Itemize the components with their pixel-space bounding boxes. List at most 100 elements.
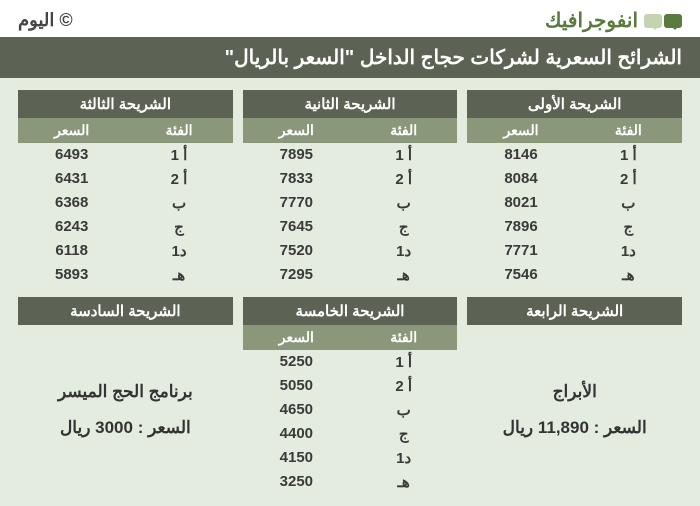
cell-price: 6243 [18,215,125,239]
table-row: أ 27833 [243,167,458,191]
table-row: أ 26431 [18,167,233,191]
table-row: ج4400 [243,422,458,446]
table-row: أ 16493 [18,143,233,167]
table-row: ب7770 [243,191,458,215]
cell-cat: ج [575,215,682,239]
tier-6-body: برنامج الحج الميسر السعر : 3000 ريال [18,325,233,494]
table-row: ب8021 [467,191,682,215]
table-row: هـ7546 [467,263,682,287]
tier-title: الشريحة الرابعة [467,297,682,325]
cell-price: 3250 [243,470,350,494]
cell-price: 8146 [467,143,574,167]
tier-6-panel: الشريحة السادسة برنامج الحج الميسر السعر… [18,297,233,494]
brand-left: © اليوم [18,10,73,31]
tier4-line2: السعر : 11,890 ريال [503,418,647,438]
sub-header: الفئة السعر [243,118,458,143]
cell-cat: أ 2 [575,167,682,191]
infographic-container: انفوجرافيك © اليوم الشرائح السعرية لشركا… [0,0,700,506]
col-price: السعر [243,118,350,143]
table-row: د14150 [243,446,458,470]
cell-price: 6118 [18,239,125,263]
copyright-symbol: © [59,10,72,30]
cell-cat: ب [575,191,682,215]
table-row: ب4650 [243,398,458,422]
cell-price: 7895 [243,143,350,167]
table-row: هـ3250 [243,470,458,494]
tier-title: الشريحة الثالثة [18,90,233,118]
col-cat: الفئة [350,118,457,143]
tier4-line1: الأبراج [553,382,597,402]
cell-cat: أ 1 [350,143,457,167]
cell-cat: د1 [575,239,682,263]
tier-3-rows: أ 16493أ 26431ب6368ج6243د16118هـ5893 [18,143,233,287]
cell-cat: د1 [350,239,457,263]
table-row: أ 18146 [467,143,682,167]
content-grid: الشريحة الأولى الفئة السعر أ 18146أ 2808… [0,78,700,506]
col-cat: الفئة [125,118,232,143]
col-price: السعر [467,118,574,143]
col-price: السعر [243,325,350,350]
cell-price: 7546 [467,263,574,287]
table-row: ج6243 [18,215,233,239]
cell-cat: هـ [350,263,457,287]
table-row: د17771 [467,239,682,263]
tier-3-panel: الشريحة الثالثة الفئة السعر أ 16493أ 264… [18,90,233,287]
cell-price: 7896 [467,215,574,239]
cell-cat: ج [125,215,232,239]
cell-price: 4650 [243,398,350,422]
cell-price: 8084 [467,167,574,191]
tier-1-panel: الشريحة الأولى الفئة السعر أ 18146أ 2808… [467,90,682,287]
cell-price: 7770 [243,191,350,215]
cell-cat: هـ [125,263,232,287]
cell-price: 5250 [243,350,350,374]
tier-2-panel: الشريحة الثانية الفئة السعر أ 17895أ 278… [243,90,458,287]
cell-cat: د1 [350,446,457,470]
tier-4-panel: الشريحة الرابعة الأبراج السعر : 11,890 ر… [467,297,682,494]
cell-cat: ب [125,191,232,215]
cell-price: 6368 [18,191,125,215]
tier-title: الشريحة الخامسة [243,297,458,325]
tier-title: الشريحة السادسة [18,297,233,325]
table-row: د16118 [18,239,233,263]
cell-price: 4400 [243,422,350,446]
sub-header: الفئة السعر [467,118,682,143]
main-title: الشرائح السعرية لشركات حجاج الداخل "السع… [0,37,700,78]
cell-price: 4150 [243,446,350,470]
cell-cat: ب [350,191,457,215]
table-row: هـ5893 [18,263,233,287]
sub-header: الفئة السعر [18,118,233,143]
speech-icon [664,14,682,28]
table-row: أ 28084 [467,167,682,191]
cell-cat: أ 1 [350,350,457,374]
cell-cat: أ 1 [125,143,232,167]
cell-price: 7295 [243,263,350,287]
cell-cat: أ 2 [350,167,457,191]
table-row: أ 17895 [243,143,458,167]
tier6-line2: السعر : 3000 ريال [60,418,191,438]
speech-icons [644,14,682,28]
tier-title: الشريحة الأولى [467,90,682,118]
table-row: ج7896 [467,215,682,239]
cell-cat: ج [350,422,457,446]
cell-cat: أ 1 [575,143,682,167]
cell-price: 5050 [243,374,350,398]
speech-icon [644,14,662,28]
cell-price: 7833 [243,167,350,191]
brand-word: انفوجرافيك [545,8,638,33]
cell-price: 5893 [18,263,125,287]
cell-price: 7520 [243,239,350,263]
col-price: السعر [18,118,125,143]
cell-price: 6493 [18,143,125,167]
cell-price: 6431 [18,167,125,191]
col-cat: الفئة [575,118,682,143]
cell-cat: د1 [125,239,232,263]
cell-price: 7645 [243,215,350,239]
tier6-line1: برنامج الحج الميسر [58,382,193,402]
cell-cat: هـ [575,263,682,287]
site-name: اليوم [18,10,54,30]
brand-right: انفوجرافيك [545,8,682,33]
table-row: هـ7295 [243,263,458,287]
top-bar: انفوجرافيك © اليوم [0,0,700,37]
cell-cat: هـ [350,470,457,494]
table-row: د17520 [243,239,458,263]
